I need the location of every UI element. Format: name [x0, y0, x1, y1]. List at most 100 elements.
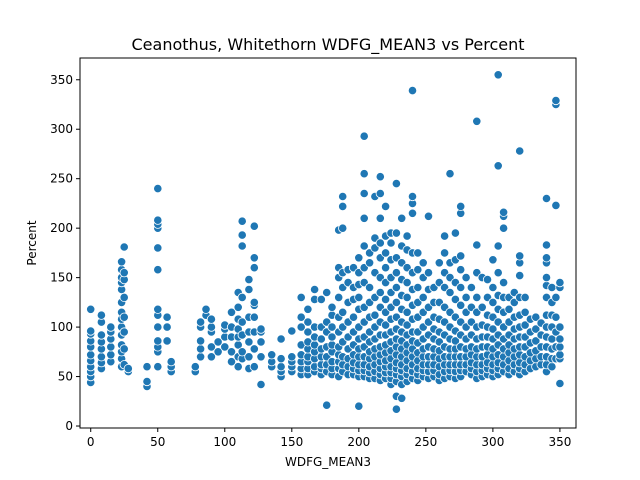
data-point-490	[450, 228, 460, 238]
data-point-217	[338, 201, 348, 211]
y-axis-label: Percent	[25, 220, 39, 265]
data-point-60	[153, 243, 163, 253]
data-point-125	[249, 263, 259, 273]
data-point-129	[256, 352, 266, 362]
axis-ticks: 0 50 100 150 200 250 300 350 0 50 100 150 200 250 300 3…	[50, 73, 571, 449]
data-point-501	[456, 251, 466, 261]
data-point-120	[249, 344, 259, 354]
data-point-56	[153, 322, 163, 332]
data-point-657	[541, 240, 552, 250]
data-point-511	[461, 292, 471, 302]
y-tick-label: 350	[50, 73, 73, 87]
data-point-409	[413, 282, 423, 293]
data-point-139	[276, 354, 286, 364]
data-point-682	[555, 277, 565, 288]
y-tick-label: 50	[58, 370, 73, 384]
data-point-55	[153, 336, 163, 346]
data-point-377	[402, 320, 412, 330]
data-point-285	[370, 310, 380, 320]
data-point-107	[237, 317, 247, 327]
data-point-672	[551, 200, 561, 210]
data-point-586	[498, 223, 509, 233]
data-point-659	[547, 362, 557, 372]
data-point-677	[555, 350, 565, 360]
data-point-680	[555, 322, 565, 332]
data-point-378	[402, 307, 412, 317]
data-point-300	[375, 287, 385, 298]
data-point-119	[249, 362, 259, 372]
data-point-38	[117, 257, 127, 267]
data-point-80	[206, 352, 216, 362]
data-point-369	[397, 213, 407, 223]
data-point-314	[380, 320, 391, 330]
data-point-96	[233, 362, 243, 372]
data-point-75	[196, 336, 206, 346]
data-point-263	[359, 188, 369, 199]
data-point-639	[531, 312, 541, 322]
data-point-138	[276, 362, 286, 372]
data-point-218	[338, 191, 348, 202]
data-point-275	[364, 282, 375, 293]
data-point-58	[153, 304, 163, 314]
data-point-153	[296, 292, 306, 302]
data-point-530	[472, 292, 482, 302]
data-point-83	[206, 322, 216, 332]
data-point-18	[96, 310, 107, 320]
data-point-532	[472, 240, 482, 250]
data-point-124	[249, 297, 259, 307]
x-tick-label: 100	[213, 435, 236, 449]
data-point-576	[493, 70, 503, 80]
y-tick-label: 0	[65, 419, 73, 433]
data-point-674	[551, 95, 561, 106]
data-point-353	[391, 179, 401, 189]
data-point-42	[119, 312, 129, 322]
data-point-132	[256, 324, 266, 334]
data-point-114	[244, 337, 254, 347]
data-point-140	[276, 334, 286, 344]
data-point-16	[96, 330, 107, 340]
data-point-625	[520, 320, 530, 330]
data-point-24	[106, 322, 116, 332]
data-point-561	[488, 297, 498, 307]
data-point-234	[348, 312, 359, 322]
data-point-179	[316, 294, 326, 304]
data-point-306	[375, 172, 385, 182]
data-point-74	[196, 344, 206, 354]
data-point-420	[418, 292, 428, 302]
data-point-521	[466, 282, 476, 293]
data-point-45	[119, 268, 129, 278]
x-tick-label: 200	[347, 435, 370, 449]
data-point-102	[233, 302, 243, 312]
data-point-265	[359, 131, 369, 141]
data-point-304	[375, 213, 385, 223]
data-point-118	[244, 274, 254, 285]
data-point-162	[303, 304, 313, 314]
data-point-398	[407, 191, 418, 202]
data-point-152	[296, 312, 306, 322]
data-point-238	[354, 401, 364, 411]
x-tick-label: 150	[280, 435, 303, 449]
data-point-216	[338, 223, 348, 233]
data-point-654	[541, 272, 552, 283]
data-point-95	[226, 307, 237, 317]
x-tick-label: 350	[548, 435, 571, 449]
data-point-73	[196, 352, 206, 362]
data-point-552	[482, 274, 493, 285]
data-point-65	[162, 336, 172, 346]
data-point-92	[226, 347, 237, 357]
data-point-109	[237, 241, 247, 251]
data-point-5	[86, 350, 96, 360]
data-point-180	[322, 400, 332, 410]
data-point-559	[488, 324, 498, 334]
data-point-432	[423, 268, 434, 278]
data-point-9	[86, 326, 96, 336]
data-point-64	[153, 184, 163, 194]
data-point-383	[402, 231, 412, 241]
data-point-422	[418, 258, 428, 268]
data-point-679	[555, 334, 565, 344]
data-point-247	[354, 292, 364, 302]
data-point-354	[397, 393, 407, 403]
data-point-130	[256, 337, 266, 347]
data-point-321	[380, 201, 391, 211]
